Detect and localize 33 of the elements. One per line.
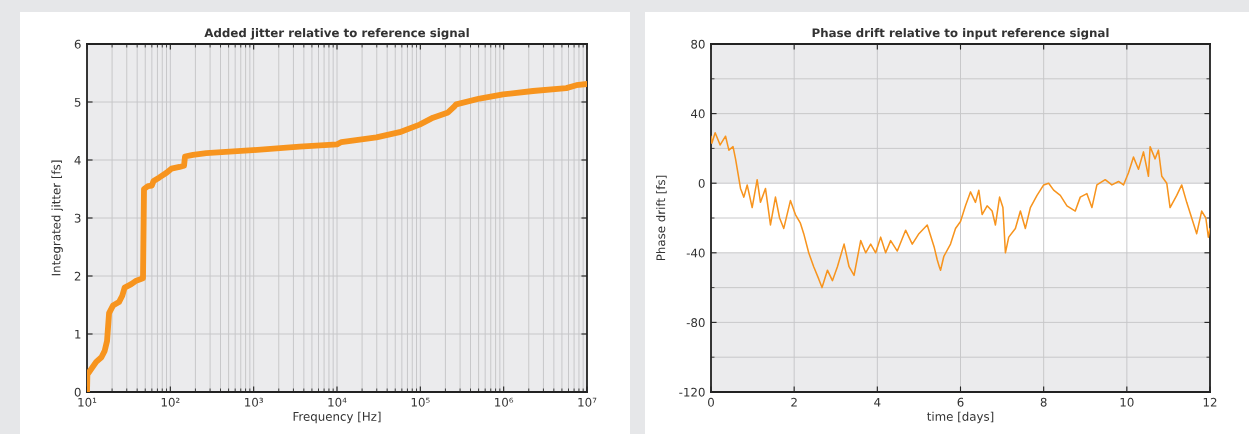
chart-title: Phase drift relative to input reference signal xyxy=(812,28,1109,40)
y-tick-label: 80 xyxy=(691,39,705,49)
x-tick-label: 12 xyxy=(1203,397,1217,407)
x-tick-label: 10 xyxy=(1120,397,1134,407)
y-tick-label: -80 xyxy=(686,318,705,328)
y-tick-label: 2 xyxy=(74,271,81,281)
y-tick-label: -40 xyxy=(686,248,705,258)
y-tick-label: -120 xyxy=(679,387,705,397)
x-tick-label: 10³ xyxy=(245,397,263,407)
x-axis-title: Frequency [Hz] xyxy=(293,411,381,424)
x-tick-label: 0 xyxy=(708,397,714,407)
x-tick-label: 4 xyxy=(874,397,881,407)
y-tick-label: 0 xyxy=(698,178,705,188)
x-tick-label: 10⁶ xyxy=(495,397,514,407)
x-tick-label: 10¹ xyxy=(78,397,97,407)
chart-title: Added jitter relative to reference signal xyxy=(204,28,469,40)
y-tick-label: 0 xyxy=(74,387,81,397)
x-tick-label: 10⁴ xyxy=(328,397,347,407)
x-tick-label: 6 xyxy=(957,397,964,407)
y-tick-label: 40 xyxy=(691,109,705,119)
x-tick-label: 8 xyxy=(1040,397,1047,407)
x-tick-label: 10⁷ xyxy=(578,397,597,407)
y-tick-label: 6 xyxy=(74,39,81,49)
y-axis-title: Integrated jitter [fs] xyxy=(51,160,63,276)
x-tick-label: 10⁵ xyxy=(411,397,430,407)
x-axis-title: time [days] xyxy=(927,411,994,424)
x-tick-label: 2 xyxy=(791,397,797,407)
y-tick-label: 5 xyxy=(74,97,81,107)
y-tick-label: 1 xyxy=(75,329,81,339)
x-tick-label: 10² xyxy=(161,397,180,407)
y-tick-label: 3 xyxy=(74,213,81,223)
y-axis-title: Phase drift [fs] xyxy=(656,175,667,261)
y-tick-label: 4 xyxy=(74,155,81,165)
